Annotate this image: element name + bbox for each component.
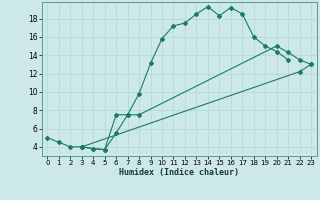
X-axis label: Humidex (Indice chaleur): Humidex (Indice chaleur)	[119, 168, 239, 177]
